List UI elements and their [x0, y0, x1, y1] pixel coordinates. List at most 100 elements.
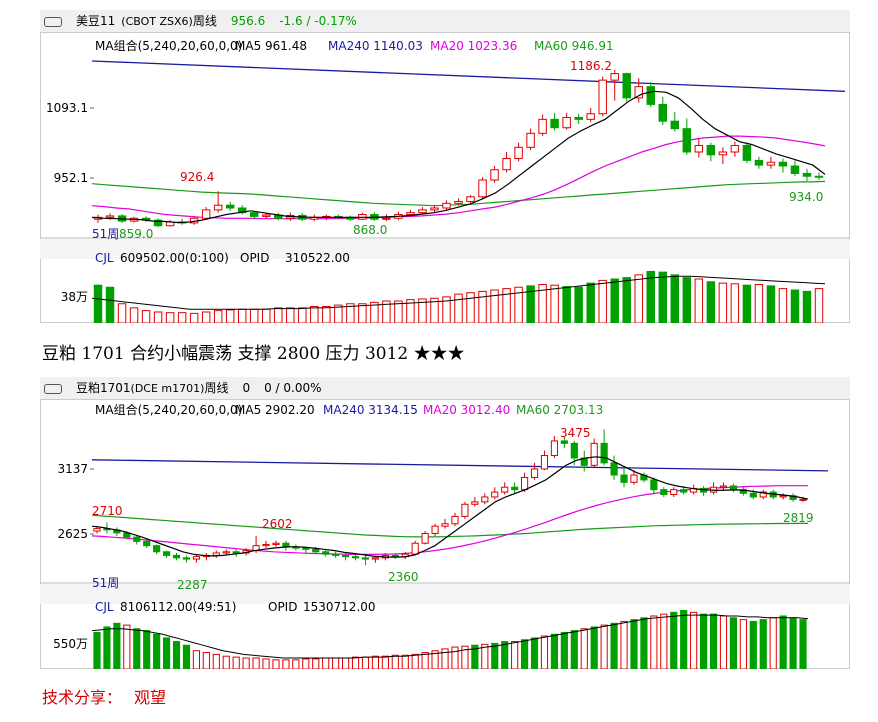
candle-body	[192, 556, 200, 560]
volume-bar	[252, 657, 260, 669]
candle-body	[501, 486, 509, 493]
volume-bar	[650, 615, 658, 669]
volume-bar	[670, 274, 680, 323]
candlestick-chart: MA组合(5,240,20,60,0,0)MA5 2902.20 MA240 31…	[40, 399, 850, 669]
candle-body	[232, 551, 240, 554]
volume-bar	[418, 298, 427, 323]
volume-value: 609502.00(0:100)	[120, 251, 229, 265]
volume-bar	[411, 653, 419, 669]
volume-bar	[700, 613, 708, 669]
caption-text: 豆粕 1701 合约小幅震荡 支撑 2800 压力 3012 ★★★	[42, 344, 465, 364]
last-price: 956.6	[230, 14, 266, 28]
candle-body	[759, 491, 767, 498]
volume-bar	[133, 628, 141, 669]
ma240-line	[91, 459, 829, 472]
volume-bar	[646, 270, 655, 323]
volume-bar	[172, 641, 181, 669]
candle-body	[442, 202, 451, 209]
y-tick-label: 1093.1	[46, 101, 88, 115]
candle-body	[622, 73, 631, 99]
volume-bar	[690, 611, 698, 669]
candle-body	[511, 486, 519, 491]
candle-body	[729, 485, 737, 491]
volume-bar	[660, 613, 668, 669]
volume-bar	[466, 292, 475, 323]
opid-value: 310522.00	[285, 251, 350, 265]
candle-body	[574, 116, 583, 120]
volume-bar	[192, 650, 200, 669]
ma20-line	[91, 485, 808, 555]
volume-bar	[490, 289, 499, 323]
price-change: -1.6 / -0.17%	[279, 14, 357, 28]
ann-high: 1186.2	[570, 59, 612, 73]
volume-bar	[262, 658, 270, 669]
volume-bar	[610, 622, 618, 669]
volume-bar	[346, 303, 355, 323]
volume-bar	[530, 637, 539, 669]
candle-body	[540, 455, 549, 470]
volume-bar	[790, 289, 800, 323]
candle-body	[262, 214, 271, 217]
candle-body	[766, 161, 776, 166]
volume-bar	[334, 304, 343, 323]
volume-tick-label: 550万	[53, 637, 88, 651]
candle-body	[491, 491, 499, 498]
tech-share: 技术分享： 观望	[42, 684, 178, 708]
ann-low-3: 2287	[177, 578, 208, 592]
candle-body	[742, 144, 752, 161]
candle-body	[451, 515, 459, 525]
candle-body	[361, 557, 370, 560]
volume-bar	[382, 300, 391, 323]
candle-body	[646, 86, 655, 105]
volume-bar	[232, 656, 240, 669]
chart-frame	[40, 32, 850, 323]
candle-body	[105, 215, 115, 218]
candle-body	[262, 543, 270, 547]
volume-bar	[759, 619, 767, 669]
volume-bar	[766, 285, 776, 323]
candle-body	[466, 196, 475, 202]
volume-bar	[742, 284, 752, 323]
volume-bar	[670, 611, 678, 669]
candle-body	[351, 556, 360, 559]
volume-bar	[165, 312, 175, 323]
candle-body	[658, 103, 668, 122]
candle-body	[538, 118, 547, 134]
candle-body	[143, 540, 151, 547]
volume-bar	[526, 285, 535, 323]
volume-bar	[103, 626, 111, 669]
candle-body	[610, 73, 619, 81]
volume-bar	[292, 659, 300, 669]
volume-bar	[730, 283, 740, 323]
ma60-legend: MA60 2703.13	[516, 403, 603, 417]
volume-bar	[153, 633, 161, 669]
volume-bar	[177, 312, 187, 323]
volume-bar	[540, 635, 549, 669]
symbol-code: (DCE m1701)	[130, 382, 205, 395]
candle-body	[682, 128, 692, 153]
candle-body	[778, 161, 788, 167]
volume-bar	[620, 620, 628, 669]
volume-bar	[322, 306, 331, 323]
candle-body	[406, 212, 415, 216]
volume-bar	[550, 284, 559, 323]
symbol-name: 美豆11	[76, 14, 116, 28]
volume-bar	[242, 657, 250, 669]
ann-last: 2819	[783, 511, 814, 525]
link-icon[interactable]	[44, 383, 62, 394]
link-icon[interactable]	[44, 16, 62, 27]
candle-body	[461, 503, 469, 517]
volume-bar	[580, 628, 588, 669]
volume-bar	[538, 284, 547, 323]
ma60-legend: MA60 946.91	[534, 39, 614, 53]
volume-bar	[286, 307, 295, 323]
candle-body	[790, 165, 800, 174]
volume-label: CJL	[95, 600, 114, 614]
candle-body	[322, 551, 330, 555]
volume-bar	[93, 631, 101, 669]
candle-body	[526, 132, 535, 148]
ma-legend-label: MA组合(5,240,20,60,0,0)	[95, 38, 242, 53]
candle-body	[598, 79, 607, 115]
candle-body	[630, 474, 638, 483]
volume-bar	[778, 288, 788, 323]
